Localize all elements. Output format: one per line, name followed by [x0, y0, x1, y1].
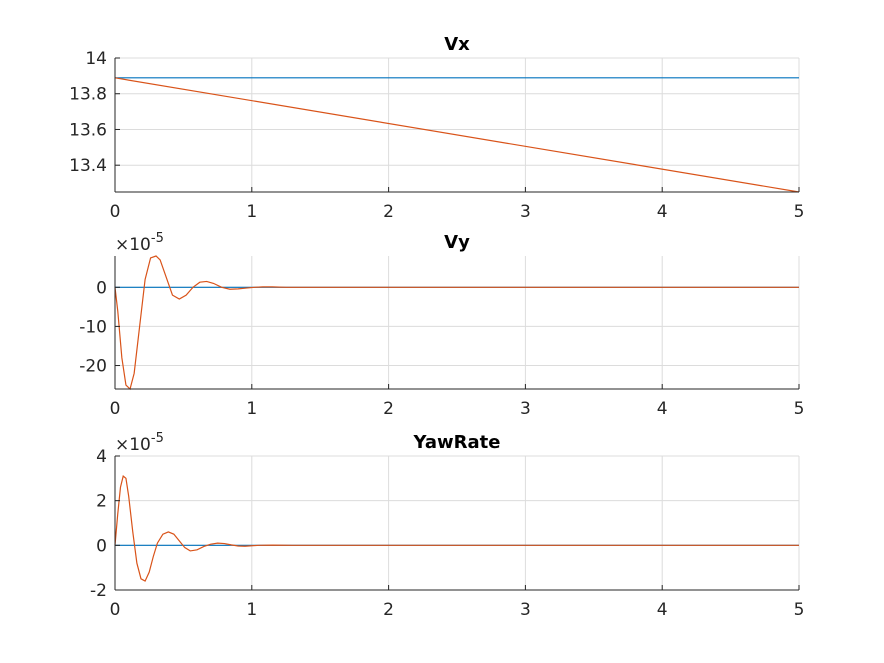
series-line-2: [114, 77, 800, 193]
x-tick-label: 0: [110, 399, 121, 419]
x-tick-label: 3: [520, 202, 531, 222]
y-tick-label: 14: [85, 49, 107, 69]
x-tick-label: 5: [794, 399, 805, 419]
y-tick-label: 0: [96, 536, 107, 556]
x-tick-label: 1: [246, 600, 257, 620]
x-tick-label: 0: [110, 202, 121, 222]
x-tick-label: 4: [657, 399, 668, 419]
x-tick-label: 4: [657, 600, 668, 620]
y-tick-label: 2: [96, 492, 107, 512]
y-tick-label: 4: [96, 447, 107, 467]
x-tick-label: 2: [383, 202, 394, 222]
y-exponent-label: ×10-5: [115, 431, 164, 455]
x-tick-label: 2: [383, 600, 394, 620]
y-tick-label: -10: [79, 317, 107, 337]
y-tick-label: 13.4: [69, 156, 107, 176]
x-tick-label: 5: [794, 202, 805, 222]
x-tick-label: 3: [520, 600, 531, 620]
y-tick-label: -20: [79, 357, 107, 377]
chart-title: Vy: [444, 232, 470, 253]
x-tick-label: 1: [246, 202, 257, 222]
y-tick-label: 0: [96, 278, 107, 298]
x-tick-label: 5: [794, 600, 805, 620]
chart-title: Vx: [444, 34, 470, 55]
y-exponent-label: ×10-5: [115, 231, 164, 255]
plot-area: [115, 456, 799, 590]
subplot-2: 0 1 2 3 4 5 -20 -10 0 Vy ×10-5: [79, 231, 804, 419]
chart-title: YawRate: [413, 432, 501, 453]
plot-area: [115, 58, 799, 192]
plot-area: [115, 256, 799, 389]
x-tick-label: 1: [246, 399, 257, 419]
x-tick-label: 2: [383, 399, 394, 419]
x-tick-label: 3: [520, 399, 531, 419]
x-tick-label: 4: [657, 202, 668, 222]
series-line-2: [114, 255, 799, 391]
subplot-1: 0 1 2 3 4 5 13.4 13.6 13.8 14 Vx: [69, 34, 804, 222]
y-tick-label: -2: [90, 581, 107, 601]
x-tick-label: 0: [110, 600, 121, 620]
y-tick-label: 13.6: [69, 120, 107, 140]
series-line-2: [114, 475, 799, 582]
y-tick-label: 13.8: [69, 85, 107, 105]
